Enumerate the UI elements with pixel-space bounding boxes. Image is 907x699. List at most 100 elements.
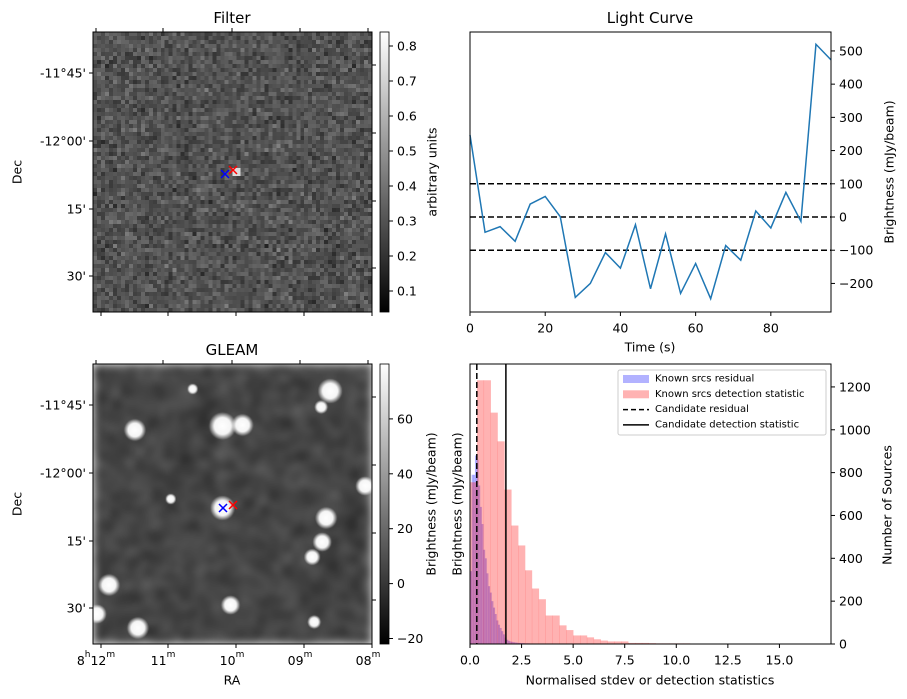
x-axis-label: Normalised stdev or detection statistics bbox=[526, 673, 775, 688]
y-axis-label-right: Number of Sources bbox=[880, 445, 895, 565]
ra-tick-minutes: 10 bbox=[220, 653, 236, 668]
legend-box bbox=[617, 369, 827, 436]
dec-tick-label: -11°45' bbox=[40, 66, 86, 81]
x-tick-label: 2.5 bbox=[512, 653, 532, 668]
histogram-bar-detection bbox=[580, 635, 588, 644]
legend-swatch bbox=[623, 375, 649, 383]
colorbar-tick-label: 0.2 bbox=[397, 249, 417, 264]
colorbar-tick-label: −20 bbox=[397, 631, 423, 646]
histogram-bar-detection bbox=[566, 630, 574, 644]
x-tick-label: 0 bbox=[466, 321, 474, 336]
histogram-bar-residual bbox=[501, 631, 504, 644]
legend-label: Known srcs detection statistic bbox=[655, 389, 804, 400]
histogram-bar-detection bbox=[518, 545, 526, 644]
histogram-bar-detection bbox=[483, 380, 491, 644]
histogram-bar-residual bbox=[519, 642, 522, 644]
histogram-bar-detection bbox=[600, 640, 608, 644]
light-curve-series bbox=[469, 42, 832, 301]
colorbar-tick-label: 0.3 bbox=[397, 214, 417, 229]
histogram-bar-residual bbox=[494, 614, 497, 644]
y-tick-label: 800 bbox=[839, 465, 863, 480]
ra-tick-minutes: 11 bbox=[151, 653, 167, 668]
y-tick-label: 1200 bbox=[839, 379, 871, 394]
y-axis-label: Brightness (mJy/beam) bbox=[882, 100, 897, 243]
histogram-bar-residual bbox=[470, 571, 472, 644]
dec-tick-label: 15' bbox=[67, 534, 86, 549]
histogram-bar-detection bbox=[614, 641, 622, 644]
ra-tick-minutes: 09 bbox=[288, 653, 304, 668]
x-tick-label: 10.0 bbox=[662, 653, 690, 668]
candidate-marker-blue bbox=[218, 503, 228, 513]
histogram-bar-residual bbox=[493, 607, 496, 644]
candidate-marker-blue bbox=[220, 169, 230, 179]
ra-tick-hours-unit: h bbox=[85, 650, 91, 660]
histogram-bar-residual bbox=[496, 620, 499, 644]
colorbar-label: Brightness (mJy/beam) bbox=[424, 432, 439, 575]
dec-tick-label: 30' bbox=[67, 601, 86, 616]
y-tick-label: −200 bbox=[839, 276, 873, 291]
histogram-bar-detection bbox=[470, 482, 478, 644]
histogram-bar-residual bbox=[503, 634, 505, 644]
histogram-bar-detection bbox=[476, 380, 485, 644]
histogram-bar-residual bbox=[486, 573, 489, 644]
legend: Known srcs residual Known srcs detection … bbox=[617, 369, 827, 436]
y-tick-label: 500 bbox=[839, 43, 863, 58]
histogram-bar-residual bbox=[479, 506, 482, 644]
ra-tick-minutes: 12 bbox=[90, 653, 106, 668]
ra-tick-label: 08m bbox=[356, 650, 381, 668]
y-tick-label: 600 bbox=[839, 508, 863, 523]
histogram-bar-residual bbox=[481, 524, 484, 644]
histogram-bar-detection bbox=[497, 441, 505, 644]
colorbar bbox=[379, 363, 390, 645]
filter-image bbox=[93, 32, 372, 312]
legend-swatch bbox=[623, 390, 649, 399]
histogram-bar-residual bbox=[499, 627, 502, 644]
colorbar-tick-label: 0.5 bbox=[397, 144, 417, 159]
colorbar-tick-label: 0.7 bbox=[397, 74, 417, 89]
y-axis-label: Dec bbox=[10, 160, 25, 184]
histogram-bar-detection bbox=[621, 641, 629, 644]
ra-tick-minutes-unit: m bbox=[372, 650, 381, 660]
ra-tick-label: 11m bbox=[151, 650, 176, 668]
x-tick-label: 5.0 bbox=[563, 653, 583, 668]
y-tick-label: −100 bbox=[839, 243, 873, 258]
histogram-bar-detection bbox=[573, 635, 581, 644]
panel-title: Light Curve bbox=[607, 9, 693, 27]
y-tick-label: 1000 bbox=[839, 422, 871, 437]
histogram-bar-detection bbox=[504, 489, 512, 644]
histogram-bar-residual bbox=[488, 586, 491, 644]
colorbar bbox=[379, 31, 390, 313]
legend-label: Known srcs residual bbox=[655, 374, 754, 385]
histogram-bar-residual bbox=[514, 642, 517, 644]
x-axis-label: RA bbox=[224, 673, 241, 688]
y-axis-label: Dec bbox=[10, 492, 25, 516]
ra-tick-label: 10m bbox=[220, 650, 245, 668]
x-tick-label: 7.5 bbox=[615, 653, 635, 668]
histogram-bar-residual bbox=[516, 642, 519, 644]
ra-tick-label: 09m bbox=[288, 650, 313, 668]
histogram-bar-detection bbox=[511, 525, 519, 644]
y-tick-label: 0 bbox=[839, 637, 847, 652]
legend-label: Candidate residual bbox=[655, 404, 749, 415]
dec-tick-label: -11°45' bbox=[40, 398, 86, 413]
histogram-bar-residual bbox=[473, 474, 476, 644]
axes-frame bbox=[469, 363, 832, 645]
ra-tick-minutes-unit: m bbox=[304, 650, 313, 660]
x-tick-label: 80 bbox=[763, 321, 779, 336]
y-tick-label: 100 bbox=[839, 176, 863, 191]
histogram-bar-detection bbox=[545, 615, 553, 644]
histogram-bar-residual bbox=[474, 455, 477, 644]
histogram-bar-detection bbox=[552, 615, 560, 644]
x-tick-label: 40 bbox=[612, 321, 628, 336]
histogram-bar-residual bbox=[478, 485, 481, 644]
y-tick-label: 200 bbox=[839, 143, 863, 158]
colorbar-tick-label: 0 bbox=[397, 576, 405, 591]
candidate-marker-red bbox=[228, 500, 238, 510]
dec-tick-label: -12°00' bbox=[40, 466, 86, 481]
y-tick-label: 0 bbox=[839, 210, 847, 225]
colorbar-tick-label: 0.6 bbox=[397, 109, 417, 124]
histogram-bar-residual bbox=[498, 624, 501, 644]
histogram-bar-residual bbox=[491, 601, 494, 644]
y-tick-label: 400 bbox=[839, 77, 863, 92]
